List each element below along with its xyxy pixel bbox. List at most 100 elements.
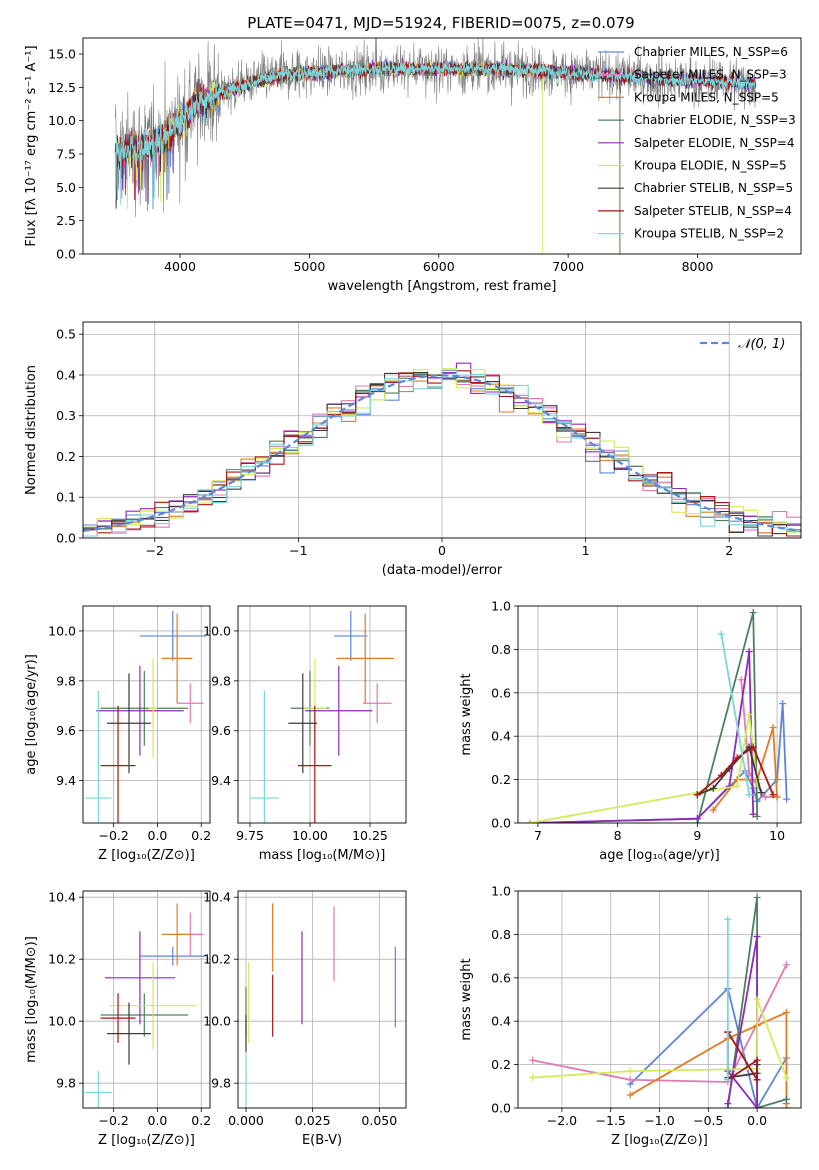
y-tick-label: 9.8 — [56, 1076, 76, 1091]
plus-marker — [709, 806, 717, 814]
plus-marker — [783, 795, 791, 803]
y-tick-label: 1.0 — [491, 884, 511, 899]
legend-label: Kroupa ELODIE, N_SSP=5 — [634, 159, 787, 173]
y-tick-label: 0.1 — [56, 490, 76, 505]
spectrum-axes: 4000 5000 6000 7000 8000 0.0 2.5 5.0 7.5 10.0 12.5… — [24, 37, 802, 294]
y-tick-label: 0.8 — [491, 927, 511, 942]
massweight_vs_age-axes: 7 8 9 10 0.0 0.2 0.4 0.6 0.8 1.0 age [log₁₀(age/yr… — [459, 599, 802, 863]
y-tick-label: 0.4 — [491, 729, 511, 744]
massweight_vs_Z-axes: −2.0 −1.5 −1.0 −0.5 0.0 0.0 0.2 0.4 0.6 0.8 1.0 Z [… — [459, 884, 802, 1148]
plus-marker — [745, 791, 753, 799]
plus-marker — [782, 1009, 790, 1017]
plus-marker — [724, 915, 732, 923]
plus-marker — [782, 1104, 790, 1108]
plus-marker — [761, 793, 769, 801]
x-tick-label: 0.2 — [191, 1113, 211, 1128]
y-tick-label: 9.8 — [56, 673, 76, 688]
y-axis-label: mass weight — [459, 958, 474, 1040]
mass_vs_ebv-data — [238, 891, 406, 1108]
plus-marker — [626, 1076, 634, 1084]
x-tick-label: 0.050 — [361, 1113, 397, 1128]
mass_vs_Z-frame — [82, 890, 211, 1109]
age_vs_Z-data — [83, 606, 210, 823]
x-axis-label: wavelength [Angstrom, rest frame] — [328, 279, 557, 294]
x-tick-label: 4000 — [164, 259, 196, 274]
plus-marker — [749, 810, 757, 818]
plus-marker — [773, 793, 781, 801]
mass-weight-series — [529, 714, 759, 823]
age_vs_mass-frame — [237, 605, 407, 824]
plus-marker — [733, 782, 741, 790]
age_vs_mass-axes: 9.75 10.00 10.25 9.4 9.6 9.8 10.0 mass [log₁₀(M… — [203, 605, 407, 863]
plus-marker — [782, 1074, 790, 1082]
y-axis-label: age [log₁₀(age/yr)] — [24, 654, 39, 775]
y-tick-label: 7.5 — [56, 147, 76, 162]
x-tick-label: −1.0 — [644, 1113, 674, 1128]
age_vs_Z-frame — [82, 605, 211, 824]
y-tick-label: 15.0 — [48, 47, 76, 62]
plus-marker — [693, 791, 701, 799]
massweight_vs_age-frame — [517, 605, 802, 824]
y-tick-label: 9.4 — [56, 773, 76, 788]
plus-marker — [753, 1076, 761, 1084]
y-tick-label: 5.0 — [56, 180, 76, 195]
y-tick-label: 0.2 — [491, 1057, 511, 1072]
x-tick-label: 0 — [438, 543, 446, 558]
legend-label: Kroupa MILES, N_SSP=5 — [634, 90, 779, 104]
x-tick-label: −2.0 — [547, 1113, 577, 1128]
x-tick-label: −0.2 — [98, 828, 128, 843]
y-tick-label: 9.8 — [211, 673, 231, 688]
plot-layer: 4000 5000 6000 7000 80000.02.55.07.510.012.5… — [24, 37, 802, 1148]
histogram-series — [83, 369, 801, 537]
plus-marker — [753, 1104, 761, 1108]
y-tick-label: 10.0 — [48, 1014, 76, 1029]
plus-marker — [709, 784, 717, 792]
legend-label: 𝒩(0, 1) — [738, 337, 785, 352]
massweight_vs_age-data — [518, 606, 801, 823]
mass_vs_Z-axes: −0.2 0.0 0.2 9.8 10.0 10.2 10.4 Z [log₁₀(Z/Z⊙)]… — [24, 890, 211, 1148]
y-tick-label: 10.2 — [48, 952, 76, 967]
legend-label: Chabrier STELIB, N_SSP=5 — [634, 181, 793, 195]
y-tick-label: 9.6 — [56, 723, 76, 738]
x-axis-label: (data-model)/error — [382, 563, 503, 578]
plus-marker — [626, 1067, 634, 1075]
mass-weight-series — [720, 634, 751, 795]
y-tick-label: 0.4 — [56, 367, 76, 382]
plus-marker — [733, 754, 741, 762]
y-tick-label: 9.8 — [211, 1076, 231, 1091]
x-tick-label: 0.0 — [148, 828, 168, 843]
legend-label: Salpeter STELIB, N_SSP=4 — [634, 204, 792, 218]
plus-marker — [753, 996, 761, 1003]
y-tick-label: 0.8 — [491, 642, 511, 657]
mass_vs_ebv-frame — [237, 890, 407, 1109]
plus-marker — [769, 791, 777, 799]
age_vs_mass-data — [238, 606, 406, 823]
y-tick-label: 2.5 — [56, 213, 76, 228]
y-tick-label: 9.6 — [211, 723, 231, 738]
x-tick-label: 1 — [582, 543, 590, 558]
y-tick-label: 0.0 — [56, 247, 76, 262]
spectrum-data — [114, 38, 757, 254]
x-tick-label: 8000 — [682, 259, 714, 274]
plus-marker — [782, 961, 790, 969]
residual_hist-frame — [82, 321, 802, 539]
y-axis-label: mass weight — [459, 673, 474, 755]
y-axis-label: Flux [fλ 10⁻¹⁷ erg cm⁻² s⁻¹ A⁻¹] — [24, 45, 39, 246]
x-tick-label: 8 — [614, 828, 622, 843]
mass-weight-series — [727, 1031, 758, 1083]
plus-marker — [717, 771, 725, 779]
x-axis-label: E(B-V) — [302, 1133, 342, 1148]
x-tick-label: 0.0 — [747, 1113, 767, 1128]
y-tick-label: 10.0 — [203, 623, 231, 638]
y-tick-label: 0.5 — [56, 327, 76, 342]
y-tick-label: 0.0 — [56, 531, 76, 546]
x-tick-label: 2 — [725, 543, 733, 558]
y-tick-label: 9.4 — [211, 773, 231, 788]
massweight_vs_Z-data — [518, 891, 801, 1108]
x-tick-label: 7000 — [552, 259, 584, 274]
figure-title: PLATE=0471, MJD=51924, FIBERID=0075, z=0… — [247, 14, 634, 32]
plus-marker — [779, 700, 787, 708]
massweight_vs_Z-frame — [517, 890, 802, 1109]
x-tick-label: 9.75 — [236, 828, 264, 843]
legend-label: Chabrier MILES, N_SSP=6 — [634, 45, 788, 59]
